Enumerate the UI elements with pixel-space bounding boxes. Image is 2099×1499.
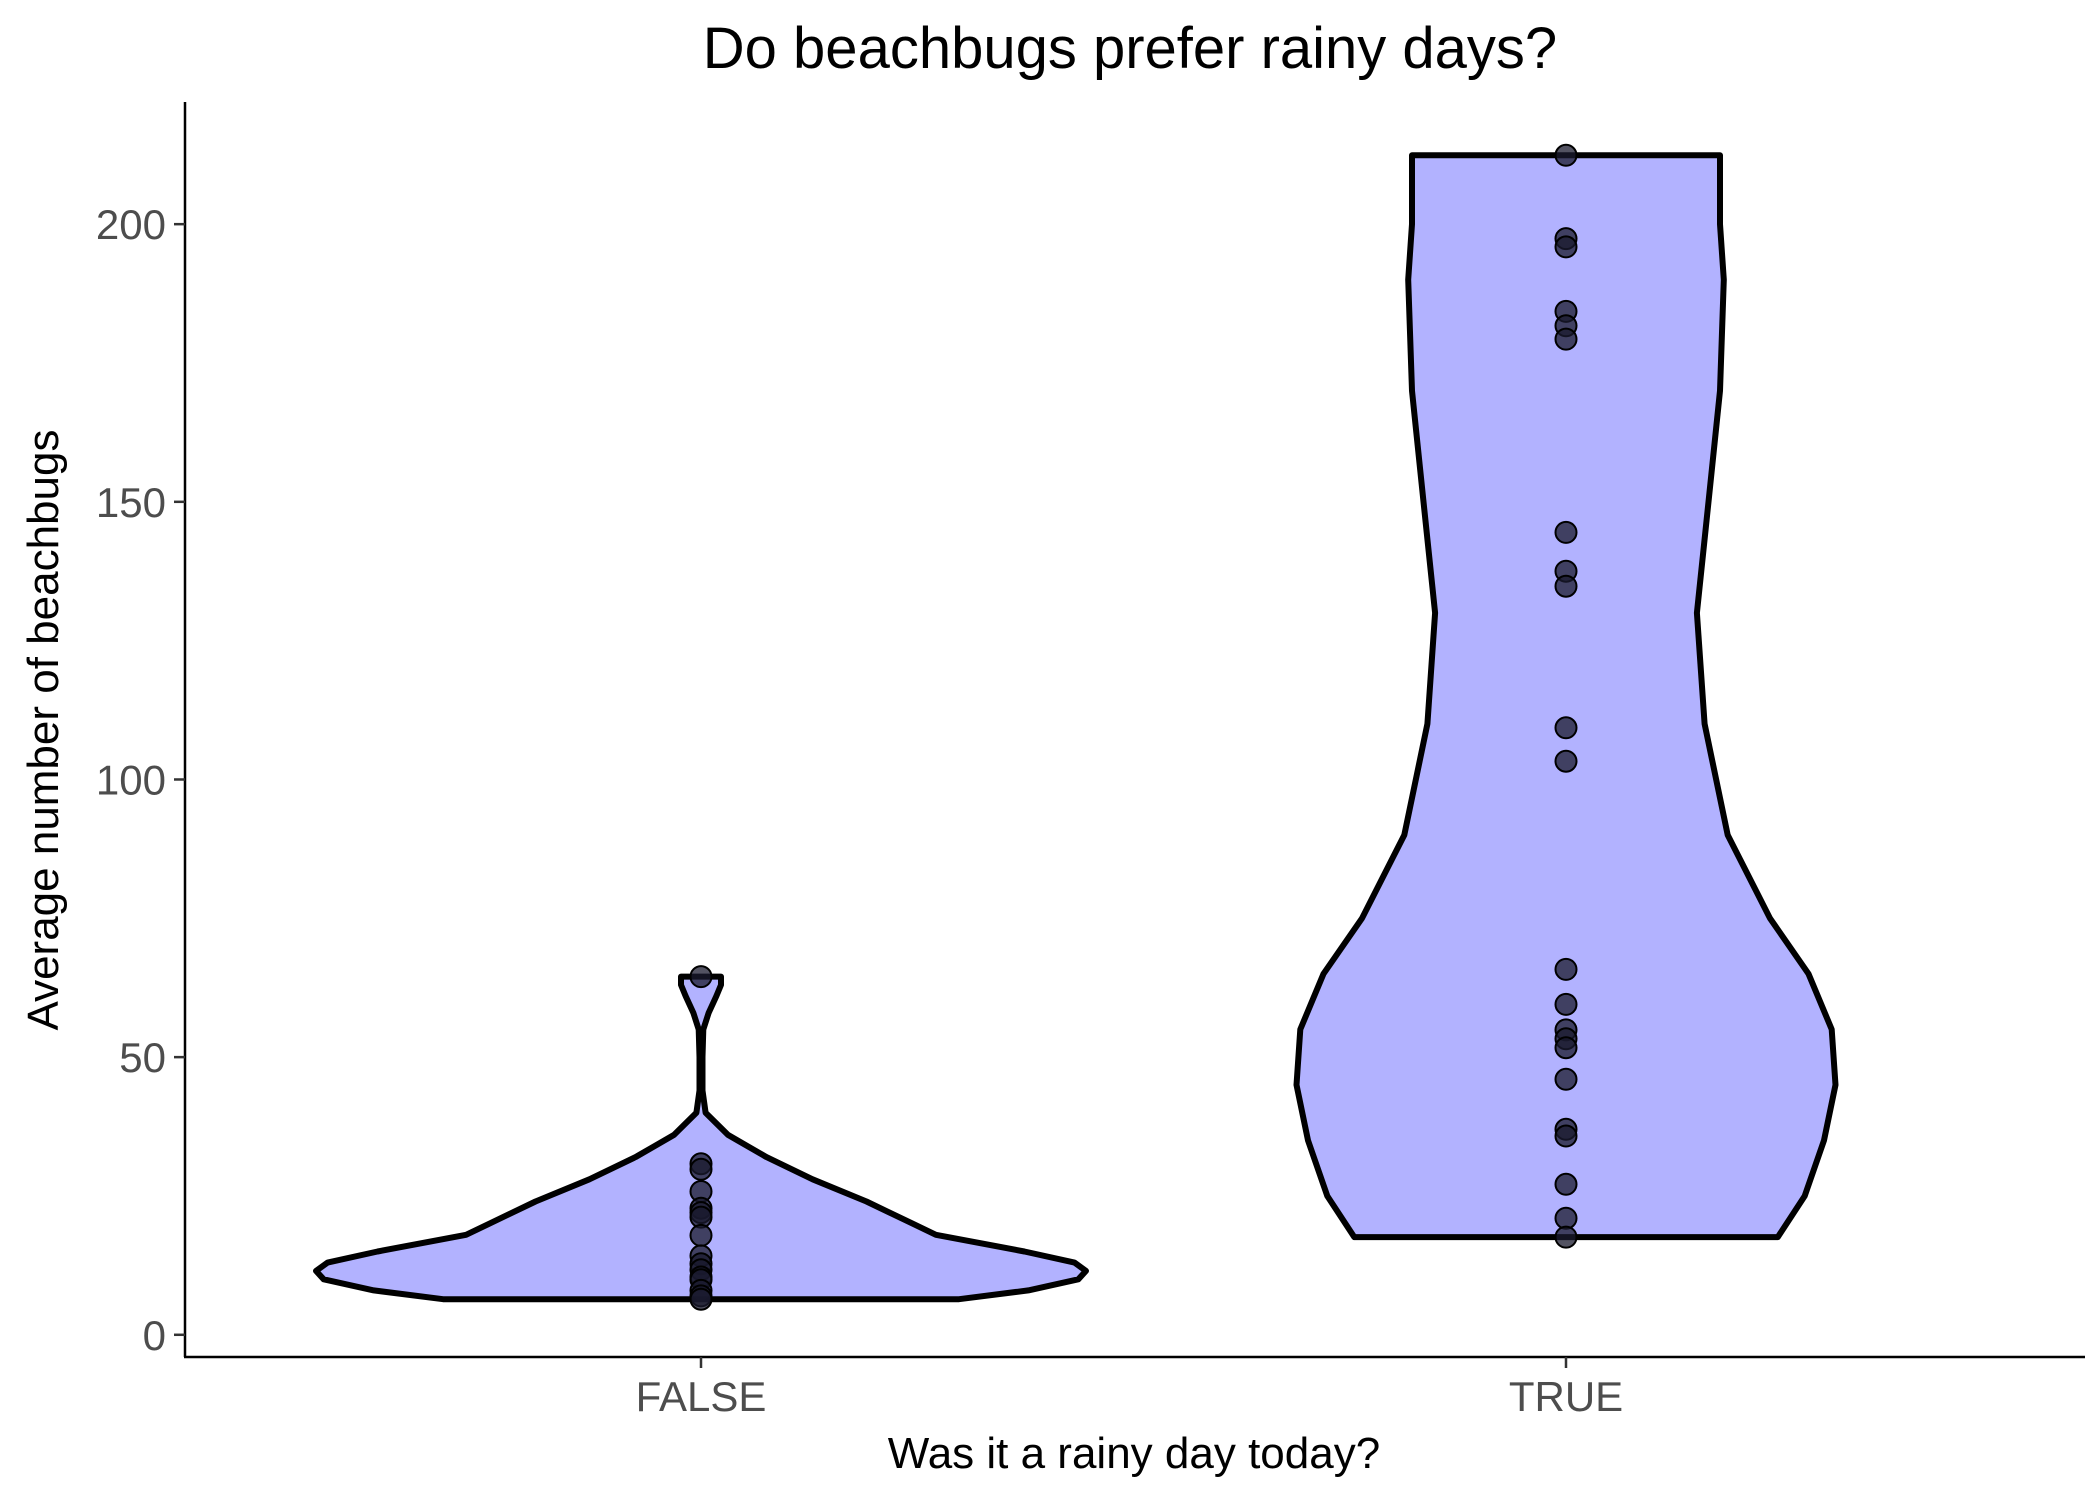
data-point — [1554, 143, 1578, 167]
y-tick-label: 150 — [96, 479, 166, 526]
data-point — [1554, 1067, 1578, 1091]
chart-title: Do beachbugs prefer rainy days? — [703, 16, 1557, 81]
y-axis-ticks: 0 50 100 150 200 — [96, 201, 185, 1359]
data-point — [1554, 1172, 1578, 1196]
x-tick-label: FALSE — [636, 1373, 767, 1420]
data-point — [689, 1223, 713, 1247]
data-point — [1554, 327, 1578, 351]
x-tick-label: TRUE — [1509, 1373, 1623, 1420]
data-point — [689, 1287, 713, 1311]
data-point — [1554, 716, 1578, 740]
data-point — [1554, 235, 1578, 259]
data-point — [1554, 1124, 1578, 1148]
x-axis-ticks: FALSE TRUE — [636, 1357, 1623, 1420]
data-point — [689, 1157, 713, 1181]
data-point — [1554, 992, 1578, 1016]
y-tick-label: 200 — [96, 201, 166, 248]
data-point — [1554, 1036, 1578, 1060]
data-point — [1554, 1206, 1578, 1230]
violin-true — [1293, 152, 1839, 1241]
y-tick-label: 50 — [119, 1034, 166, 1081]
data-point — [689, 965, 713, 989]
y-axis-title: Average number of beachbugs — [19, 430, 68, 1031]
violin-false — [313, 973, 1089, 1303]
data-point — [1554, 957, 1578, 981]
data-point — [1554, 574, 1578, 598]
data-point — [1554, 520, 1578, 544]
data-point — [1554, 1225, 1578, 1249]
points-layer — [689, 143, 1578, 1311]
data-point — [1554, 749, 1578, 773]
violin-layer — [313, 152, 1839, 1303]
y-tick-label: 0 — [143, 1312, 166, 1359]
y-tick-label: 100 — [96, 756, 166, 803]
x-axis-title: Was it a rainy day today? — [888, 1429, 1380, 1478]
